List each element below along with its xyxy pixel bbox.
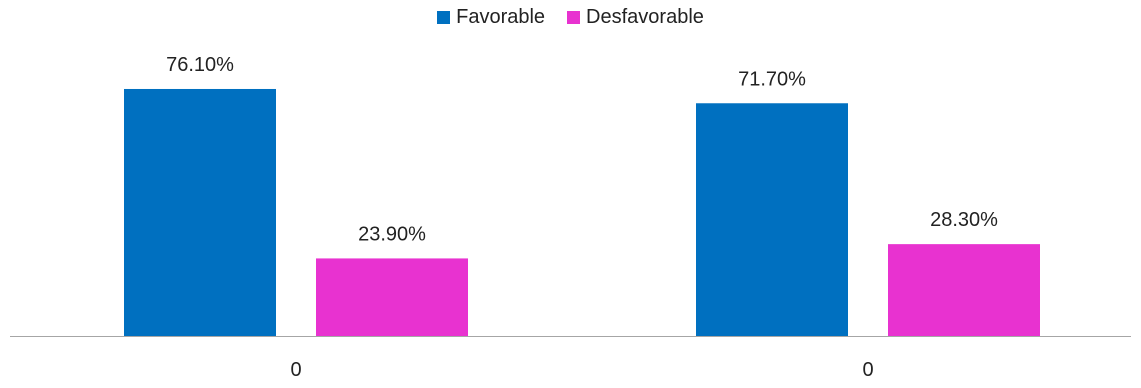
bar-favorable-2	[696, 103, 848, 336]
data-label-favorable-2: 71.70%	[738, 68, 806, 90]
bar-favorable-1	[124, 88, 276, 336]
legend: Favorable Desfavorable	[0, 6, 1141, 29]
bar-desfavorable-1	[316, 258, 468, 336]
legend-swatch-desfavorable	[567, 11, 581, 24]
legend-label-desfavorable: Desfavorable	[586, 6, 704, 28]
legend-item-favorable: Favorable	[437, 6, 545, 29]
data-label-favorable-1: 76.10%	[166, 54, 234, 76]
data-label-desfavorable-1: 23.90%	[358, 223, 426, 245]
legend-label-favorable: Favorable	[456, 6, 546, 28]
legend-swatch-favorable	[437, 11, 451, 24]
x-tick-label-2: 0	[862, 359, 873, 381]
data-label-desfavorable-2: 28.30%	[930, 209, 998, 231]
x-tick-label-1: 0	[290, 359, 301, 381]
bar-desfavorable-2	[888, 244, 1040, 336]
legend-item-desfavorable: Desfavorable	[567, 6, 704, 29]
